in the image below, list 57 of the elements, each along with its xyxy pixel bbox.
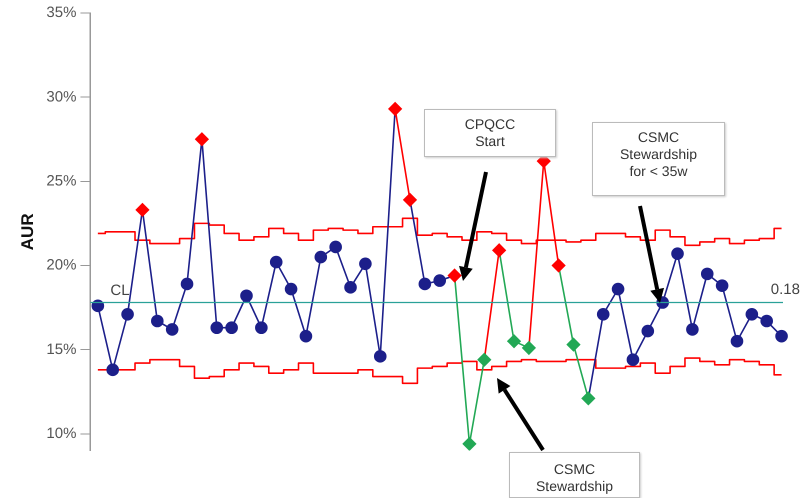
point	[448, 268, 462, 282]
callout-box: CPQCC Start	[424, 109, 556, 157]
point	[596, 308, 610, 321]
point	[403, 193, 417, 207]
point	[582, 392, 596, 406]
point	[642, 324, 654, 338]
point	[106, 364, 120, 376]
point	[492, 244, 506, 258]
point	[270, 256, 283, 268]
point	[374, 350, 387, 363]
point	[388, 102, 402, 116]
y-axis-title: AUR	[18, 213, 37, 250]
point	[700, 268, 714, 280]
annotation: 0.18	[770, 281, 800, 298]
point	[329, 240, 342, 254]
point	[418, 278, 432, 290]
point	[240, 289, 253, 302]
y-tick-label: 10%	[46, 424, 76, 442]
point	[730, 334, 744, 348]
point	[210, 321, 224, 334]
ref-line-label: CL	[110, 282, 130, 300]
point	[314, 250, 328, 264]
point	[300, 330, 312, 342]
point	[612, 282, 624, 296]
callout-box: CSMC Stewardship	[509, 452, 640, 498]
point	[359, 257, 372, 270]
point	[136, 203, 150, 217]
callout-box: CSMC Stewardship for < 35w	[592, 122, 725, 196]
point	[433, 274, 446, 287]
point	[760, 314, 774, 328]
point	[195, 132, 209, 146]
point	[121, 308, 134, 321]
y-tick-label: 25%	[46, 172, 76, 190]
point	[775, 330, 788, 342]
point	[671, 247, 684, 260]
point	[522, 341, 536, 355]
point	[566, 338, 580, 352]
y-tick-label: 30%	[46, 88, 76, 106]
y-tick-label: 35%	[46, 4, 76, 22]
point	[626, 353, 640, 366]
point	[344, 281, 357, 294]
point	[166, 323, 178, 336]
point	[462, 437, 476, 451]
point	[225, 321, 238, 334]
y-tick-label: 20%	[46, 256, 76, 274]
point	[716, 279, 728, 292]
point	[507, 334, 521, 348]
point	[180, 278, 194, 290]
point	[284, 282, 298, 296]
point	[255, 321, 268, 334]
point	[686, 323, 699, 336]
point	[552, 258, 566, 272]
point	[478, 352, 492, 367]
point	[746, 308, 758, 321]
point	[151, 314, 164, 328]
point	[92, 300, 104, 312]
y-tick-label: 15%	[46, 340, 76, 358]
